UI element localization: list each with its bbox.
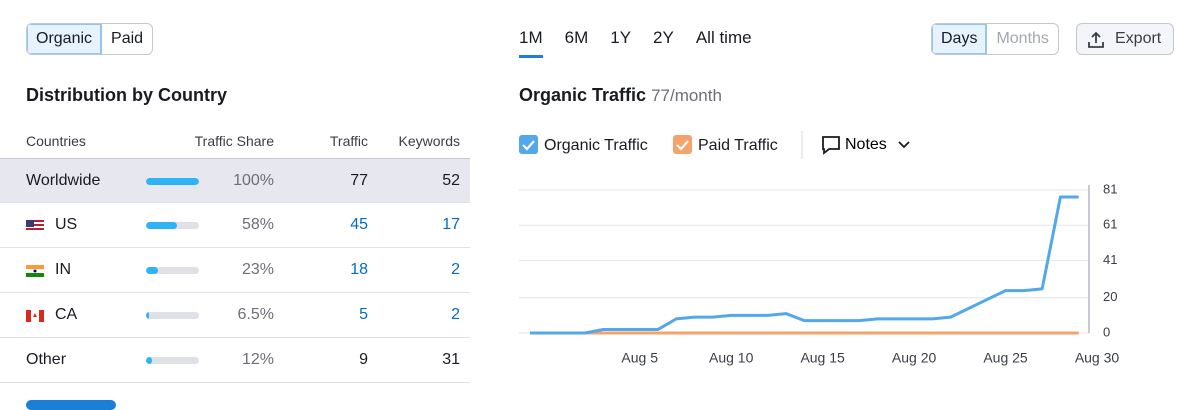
traffic[interactable]: 18 — [350, 261, 368, 278]
granularity-toggle: Days Months — [931, 23, 1059, 55]
period-selector: 1M 6M 1Y 2Y All time — [519, 28, 774, 58]
traffic: 77 — [350, 172, 368, 189]
keywords: 31 — [442, 351, 460, 368]
x-tick-label: Aug 15 — [800, 350, 845, 366]
column-header: Keywords — [398, 133, 460, 149]
traffic[interactable]: 45 — [350, 216, 368, 233]
share-bar — [146, 357, 153, 364]
share-label: 6.5% — [237, 306, 274, 323]
x-tick-label: Aug 30 — [1075, 350, 1120, 366]
share-track — [146, 222, 199, 229]
export-label: Export — [1115, 30, 1162, 47]
x-tick-label: Aug 5 — [621, 350, 658, 366]
share-track — [146, 178, 199, 185]
y-tick-label: 81 — [1103, 181, 1117, 196]
share-label: 58% — [241, 216, 274, 233]
y-tick-label: 20 — [1103, 289, 1117, 304]
table-row[interactable]: Worldwide 100% 77 52 — [0, 158, 470, 203]
share-label: 23% — [241, 261, 274, 278]
legend-label[interactable]: Organic Traffic — [544, 137, 648, 154]
traffic-type-toggle: Organic Paid — [26, 23, 154, 55]
share-bar — [146, 178, 199, 185]
chart-title: Organic Traffic — [519, 85, 647, 105]
share-track — [146, 267, 199, 274]
keywords: 52 — [442, 172, 460, 189]
country-name: IN — [55, 261, 71, 278]
flag — [26, 265, 44, 277]
country-name: Other — [26, 351, 67, 368]
traffic: 9 — [359, 351, 368, 368]
share-bar — [146, 222, 177, 229]
period-option[interactable]: All time — [695, 28, 752, 47]
notes-icon — [822, 136, 840, 155]
flag — [26, 310, 44, 322]
notes-label[interactable]: Notes — [845, 136, 887, 153]
share-track — [146, 312, 199, 319]
table-row[interactable]: IN 23% 18 2 — [0, 248, 470, 293]
legend-checkbox[interactable] — [673, 135, 692, 154]
table-row[interactable]: US 58% 45 17 — [0, 203, 470, 248]
country-name: Worldwide — [26, 172, 101, 189]
share-label: 100% — [233, 172, 274, 189]
country-name: CA — [55, 306, 78, 323]
y-tick-label: 0 — [1103, 324, 1110, 339]
chevron — [898, 141, 910, 149]
granularity-option[interactable]: Days — [932, 24, 988, 54]
check — [676, 140, 689, 151]
x-tick-label: Aug 25 — [983, 350, 1028, 366]
period-option[interactable]: 6M — [564, 28, 589, 47]
traffic[interactable]: 5 — [359, 306, 368, 323]
series-line — [529, 195, 1079, 335]
tab[interactable]: Organic — [27, 24, 103, 54]
legend-checkbox[interactable] — [519, 135, 538, 154]
x-tick-label: Aug 20 — [892, 350, 937, 366]
share-bar — [146, 267, 159, 274]
export-button[interactable]: Export — [1076, 23, 1174, 55]
column-header: Traffic Share — [194, 133, 274, 149]
column-header: Traffic — [329, 133, 368, 149]
chart-subtitle: 77/month — [651, 86, 722, 105]
tab[interactable]: Paid — [111, 30, 144, 47]
y-tick-label: 41 — [1103, 252, 1117, 267]
table-title: Distribution by Country — [26, 85, 227, 105]
country-name: US — [55, 216, 78, 233]
table-row[interactable]: Other 12% 9 31 — [0, 338, 470, 383]
flag — [26, 220, 44, 232]
y-tick-label: 61 — [1103, 217, 1117, 232]
keywords[interactable]: 2 — [451, 306, 460, 323]
keywords[interactable]: 2 — [451, 261, 460, 278]
check — [522, 140, 535, 151]
period-option[interactable]: 2Y — [653, 28, 674, 47]
keywords[interactable]: 17 — [442, 216, 460, 233]
granularity-option[interactable]: Months — [996, 30, 1049, 47]
period-option[interactable]: 1M — [519, 28, 543, 58]
column-header: Countries — [26, 133, 86, 149]
chart-heading: Organic Traffic 77/month — [519, 85, 722, 106]
legend-label[interactable]: Paid Traffic — [698, 137, 778, 154]
share-track — [146, 357, 199, 364]
share-bar — [146, 312, 150, 319]
export-icon — [1088, 31, 1104, 48]
period-option[interactable]: 1Y — [610, 28, 632, 47]
x-tick-label: Aug 10 — [709, 350, 754, 366]
share-label: 12% — [241, 351, 274, 368]
table-row[interactable]: CA 6.5% 5 2 — [0, 293, 470, 338]
